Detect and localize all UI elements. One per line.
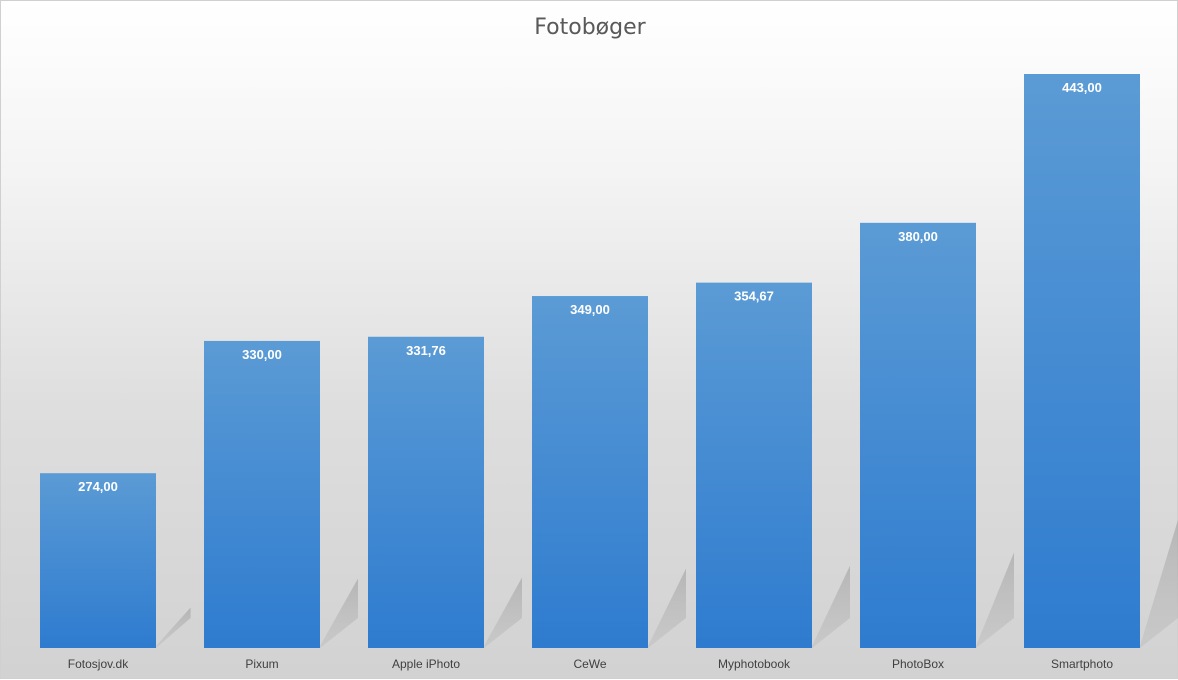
x-tick-label: Pixum: [245, 657, 278, 671]
bar-shadows: [156, 519, 1178, 648]
x-axis-tick-labels: Fotosjov.dk Pixum Apple iPhoto CeWe Myphotob…: [68, 657, 1114, 671]
data-label: 349,00: [570, 302, 610, 317]
data-label: 331,76: [406, 343, 446, 358]
value-labels: 274,00 330,00 331,76 349,00 354,67 380,00 443,…: [78, 80, 1102, 494]
x-tick-label: Myphotobook: [718, 657, 791, 671]
x-tick-label: Smartphoto: [1051, 657, 1113, 671]
data-label: 330,00: [242, 347, 282, 362]
bar-shadow: [320, 578, 358, 648]
bar-shadow: [484, 577, 522, 648]
bar: [1024, 74, 1140, 648]
bar-shadow: [156, 607, 191, 648]
data-label: 380,00: [898, 229, 938, 244]
bar: [696, 282, 812, 648]
bar-shadow: [976, 552, 1014, 648]
data-label: 274,00: [78, 479, 118, 494]
x-tick-label: PhotoBox: [892, 657, 944, 671]
bar-shadow: [648, 568, 686, 648]
data-label: 354,67: [734, 289, 774, 304]
bar-shadow: [812, 565, 850, 648]
x-tick-label: CeWe: [573, 657, 606, 671]
bar: [532, 296, 648, 648]
x-tick-label: Fotosjov.dk: [68, 657, 129, 671]
x-tick-label: Apple iPhoto: [392, 657, 460, 671]
data-label: 443,00: [1062, 80, 1102, 95]
bars: [40, 74, 1140, 648]
bar: [860, 222, 976, 648]
bar: [40, 473, 156, 648]
bar-shadow: [1140, 519, 1178, 648]
bar: [204, 340, 320, 648]
bar: [368, 336, 484, 648]
chart-title: Fotobøger: [534, 15, 646, 40]
